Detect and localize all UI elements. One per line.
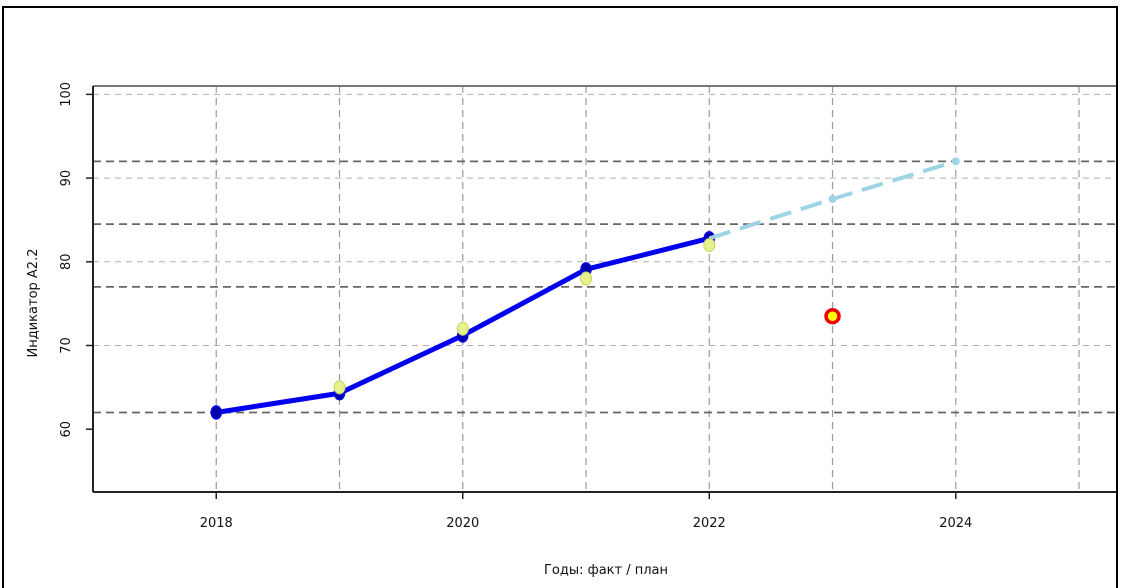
y-tick-label: 90	[59, 170, 74, 187]
axes: 2018 2020 2022 2024 60 70 80 90 100	[59, 82, 1116, 531]
target-point	[456, 321, 469, 336]
y-axis-label: Индикатор А2.2	[26, 249, 41, 358]
reference-lines	[93, 160, 1116, 414]
y-tick-label: 100	[59, 82, 74, 107]
highlight-point	[824, 307, 841, 325]
plan-point	[828, 195, 837, 204]
x-tick-label: 2022	[693, 516, 726, 531]
y-tick-label: 80	[59, 254, 74, 271]
x-axis-label: Годы: факт / план	[544, 563, 668, 578]
x-tick-label: 2024	[939, 516, 972, 531]
y-tick-label: 60	[59, 421, 74, 438]
x-tick-label: 2018	[200, 516, 233, 531]
figure-frame	[2, 6, 1118, 588]
target-point	[580, 271, 593, 286]
fact-point	[210, 405, 223, 420]
plan-point	[951, 157, 960, 166]
y-tick-label: 70	[59, 337, 74, 354]
x-tick-label: 2020	[446, 516, 479, 531]
grid	[92, 86, 1116, 492]
target-point	[703, 238, 716, 253]
series-layer	[210, 157, 960, 420]
target-point	[333, 380, 346, 395]
